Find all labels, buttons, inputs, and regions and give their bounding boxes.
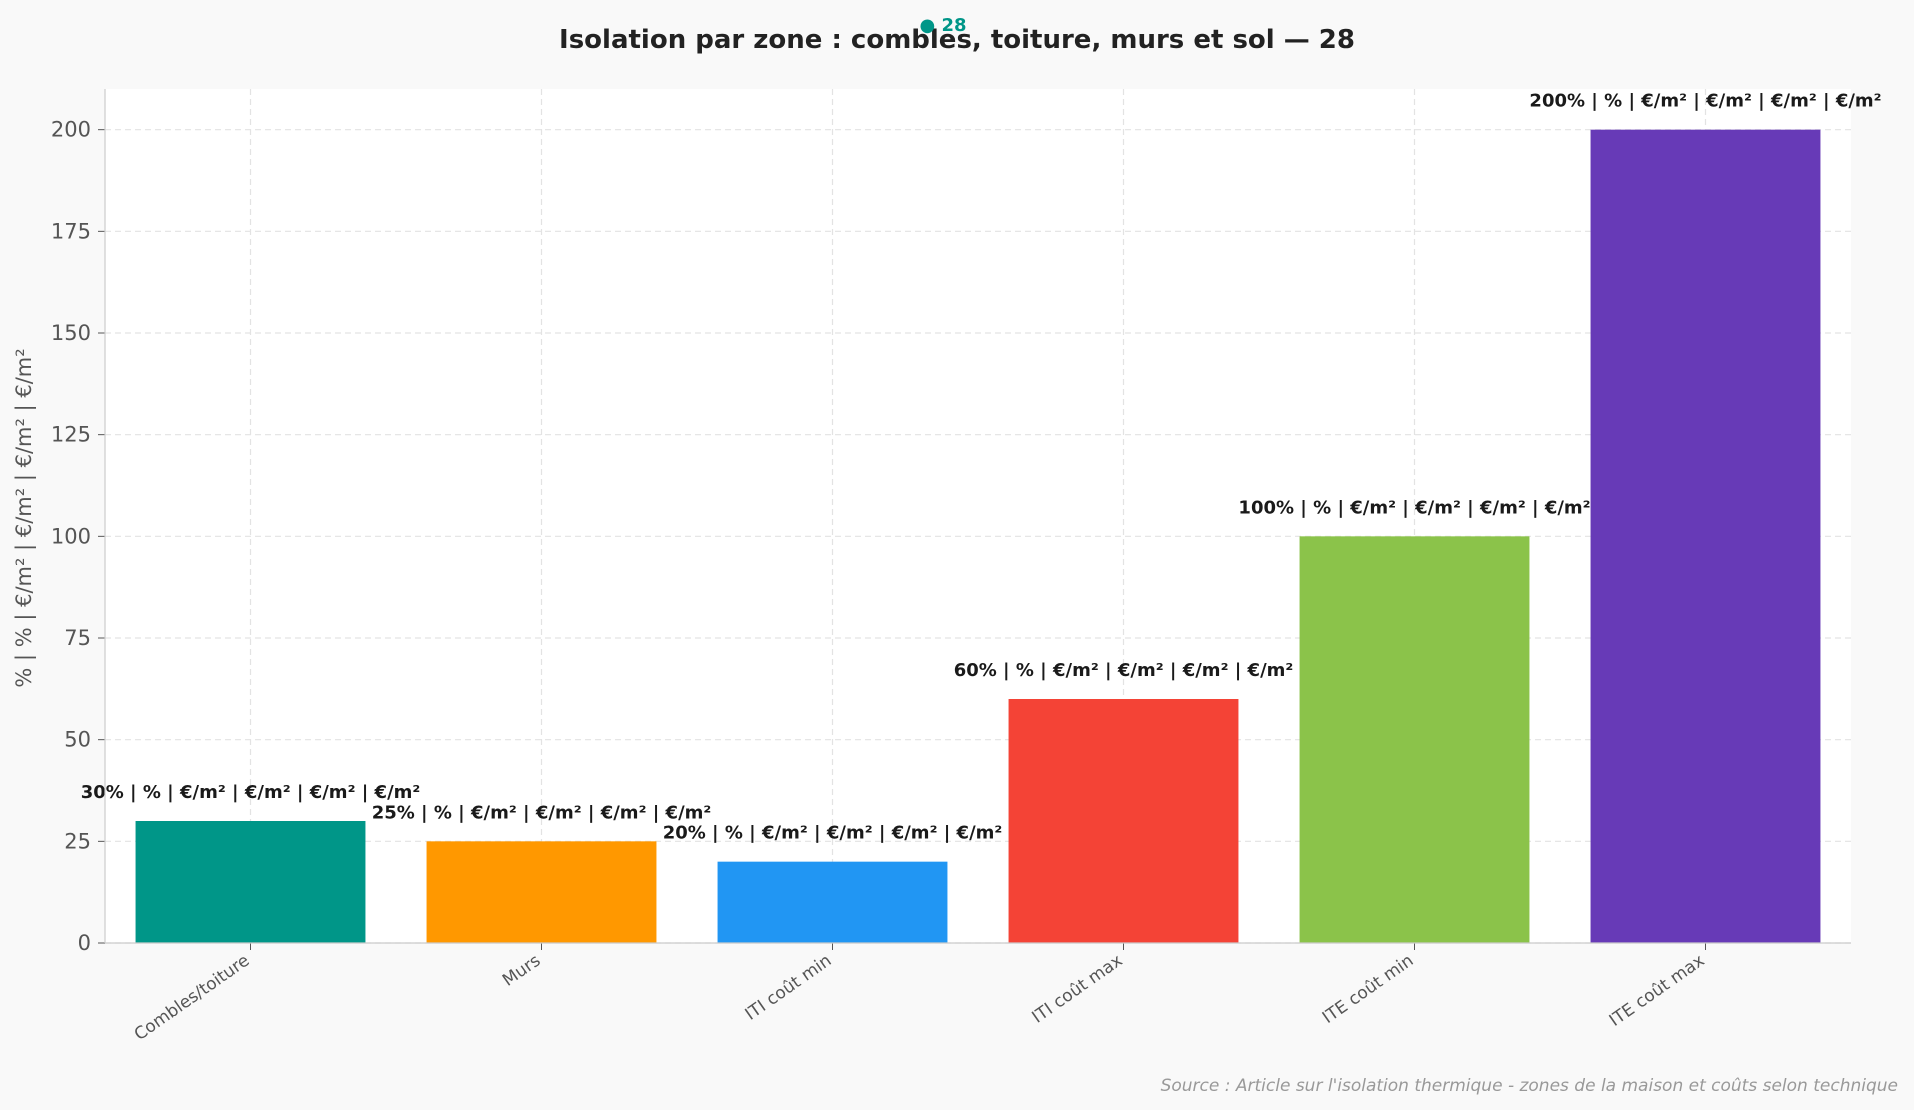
x-tick-label: Combles/toiture	[131, 951, 254, 1045]
x-tick-label: ITI coût max	[1029, 951, 1127, 1028]
y-tick-label: 75	[64, 626, 91, 650]
source-note: Source : Article sur l'isolation thermiq…	[1161, 1076, 1898, 1096]
chart-title: Isolation par zone : combles, toiture, m…	[559, 25, 1355, 55]
bar-value-label: 30% | % | €/m² | €/m² | €/m² | €/m²	[81, 782, 421, 803]
y-tick-label: 25	[64, 829, 91, 853]
y-tick-label: 200	[51, 118, 91, 142]
x-tick-label: ITI coût min	[742, 951, 836, 1025]
y-axis-label: % | % | €/m² | €/m² | €/m² | €/m²	[12, 348, 37, 687]
title-badge: ● 28	[919, 15, 966, 36]
bar-value-label: 25% | % | €/m² | €/m² | €/m² | €/m²	[372, 802, 712, 823]
bar	[426, 841, 657, 943]
bar	[135, 821, 366, 943]
bars	[135, 129, 1821, 943]
bar-value-label: 20% | % | €/m² | €/m² | €/m² | €/m²	[663, 823, 1003, 844]
bar-value-label: 100% | % | €/m² | €/m² | €/m² | €/m²	[1238, 497, 1590, 518]
bar-value-label: 60% | % | €/m² | €/m² | €/m² | €/m²	[954, 660, 1294, 681]
grid	[105, 89, 1851, 944]
bar	[1008, 699, 1239, 943]
x-tick-label: ITE coût max	[1606, 951, 1709, 1031]
bar	[1590, 129, 1821, 943]
y-tick-label: 0	[78, 931, 91, 955]
bar	[717, 861, 948, 943]
x-tick-label: Murs	[499, 951, 544, 991]
bar	[1299, 536, 1530, 943]
y-tick-label: 150	[51, 321, 91, 345]
y-tick-label: 50	[64, 728, 91, 752]
y-tick-label: 175	[51, 219, 91, 243]
y-tick-label: 100	[51, 524, 91, 548]
bar-value-label: 200% | % | €/m² | €/m² | €/m² | €/m²	[1529, 91, 1881, 112]
x-tick-label: ITE coût min	[1319, 951, 1417, 1028]
y-tick-label: 125	[51, 423, 91, 447]
